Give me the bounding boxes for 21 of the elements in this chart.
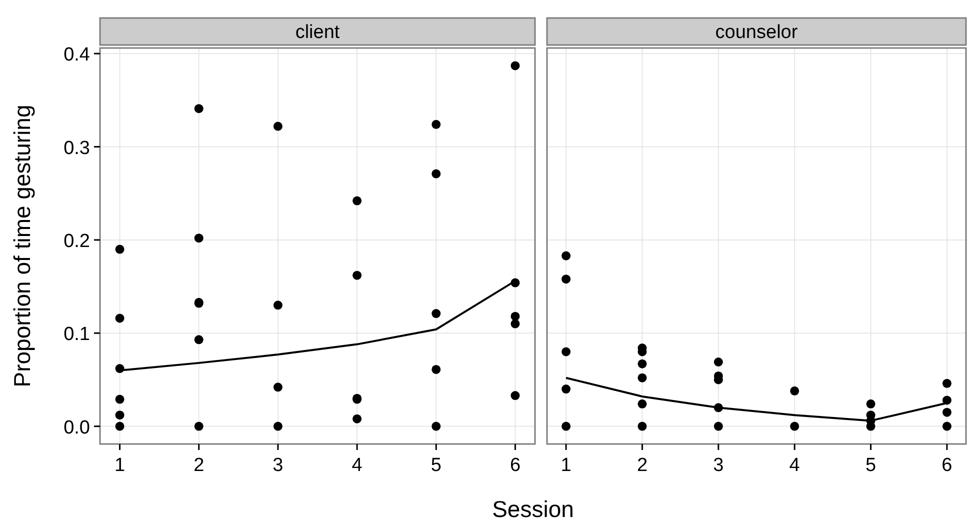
chart-title: counselor bbox=[715, 22, 798, 43]
x-tick-label: 2 bbox=[636, 455, 648, 476]
y-axis-title: Proportion of time gesturing bbox=[9, 104, 35, 388]
y-tick-label: 0.1 bbox=[64, 324, 90, 346]
x-tick-label: 5 bbox=[865, 455, 876, 476]
x-tick-label: 4 bbox=[352, 455, 363, 476]
y-tick-label: 0.2 bbox=[64, 230, 90, 252]
x-tick-label: 3 bbox=[272, 455, 284, 476]
x-tick-label: 6 bbox=[510, 455, 521, 476]
x-axis-title: Session bbox=[492, 496, 574, 522]
chart-title: client bbox=[295, 22, 340, 43]
x-tick-label: 1 bbox=[560, 455, 572, 476]
x-tick-label: 5 bbox=[430, 455, 442, 476]
y-tick-label: 0.0 bbox=[64, 417, 90, 438]
x-tick-label: 1 bbox=[114, 455, 126, 476]
x-tick-label: 4 bbox=[789, 455, 800, 476]
y-tick-label: 0.4 bbox=[64, 44, 90, 66]
x-tick-label: 3 bbox=[713, 455, 724, 476]
x-tick-label: 6 bbox=[942, 455, 952, 476]
y-tick-label: 0.3 bbox=[64, 138, 90, 159]
x-tick-label: 2 bbox=[194, 455, 204, 476]
